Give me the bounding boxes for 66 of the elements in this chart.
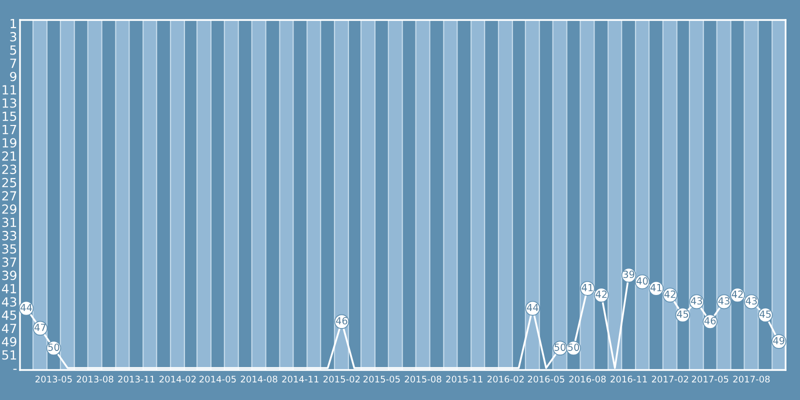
x-tick-label: 2013-05: [36, 376, 72, 383]
data-label: 44: [526, 304, 538, 312]
y-tick-label: 39: [2, 270, 16, 280]
x-tick-label: 2016-08: [569, 376, 606, 383]
data-label: 42: [732, 290, 743, 298]
y-tick-label: 35: [2, 244, 16, 254]
x-tick-label: 2015-02: [323, 376, 360, 383]
data-label: 45: [760, 310, 771, 318]
data-label: 49: [773, 336, 784, 344]
data-label: 41: [582, 284, 593, 292]
y-tick-label: -: [13, 368, 17, 370]
data-label: 50: [48, 344, 60, 351]
data-label: 41: [650, 284, 662, 292]
data-label: 46: [704, 317, 716, 324]
y-tick-label: 47: [2, 324, 16, 333]
x-tick-label: 2013-11: [118, 376, 154, 383]
x-tick-label: 2015-08: [404, 376, 442, 383]
y-tick-label: 31: [2, 218, 16, 228]
y-tick-label: 23: [2, 164, 16, 174]
y-tick-label: 29: [2, 204, 16, 214]
x-tick-label: 2015-11: [446, 376, 482, 383]
data-label: 43: [718, 297, 730, 305]
y-tick-label: 21: [2, 151, 16, 161]
y-tick-label: 19: [2, 138, 16, 148]
data-label: 39: [623, 270, 634, 278]
y-tick-label: 9: [10, 72, 16, 82]
x-tick-label: 2017-08: [733, 376, 770, 383]
y-tick-label: 11: [2, 85, 16, 94]
y-tick-label: 45: [2, 310, 16, 320]
data-label: 50: [568, 344, 580, 351]
y-tick-label: 51: [2, 350, 16, 360]
x-tick-label: 2013-08: [76, 376, 114, 383]
x-tick-label: 2014-08: [240, 376, 278, 383]
x-tick-label: 2014-11: [282, 376, 318, 383]
x-tick-label: 2016-05: [528, 376, 564, 383]
y-tick-label: 5: [10, 45, 16, 55]
y-tick-label: 41: [2, 284, 16, 294]
x-tick-label: 2017-02: [652, 376, 688, 383]
y-tick-label: 37: [2, 257, 16, 267]
y-tick-label: 27: [2, 191, 16, 200]
y-tick-label: 15: [2, 112, 16, 122]
y-tick-label: 1: [10, 18, 16, 28]
data-label: 43: [690, 297, 702, 305]
x-tick-label: 2016-02: [487, 376, 524, 383]
x-tick-label: 2015-05: [363, 376, 400, 383]
y-tick-label: 25: [2, 178, 16, 188]
x-tick-label: 2014-05: [199, 376, 236, 383]
data-label: 50: [554, 344, 566, 351]
data-label: 42: [596, 290, 607, 298]
y-tick-label: 33: [2, 230, 16, 240]
data-label: 40: [636, 277, 648, 285]
data-label: 44: [20, 304, 32, 312]
y-tick-label: 13: [2, 98, 16, 108]
y-tick-label: 49: [2, 336, 16, 346]
y-tick-label: 17: [2, 125, 16, 134]
data-label: 43: [746, 297, 757, 305]
data-label: 42: [664, 290, 676, 298]
x-tick-label: 2017-05: [692, 376, 728, 383]
y-tick-label: 7: [10, 58, 16, 68]
x-tick-label: 2014-02: [160, 376, 196, 383]
data-label: 46: [336, 317, 348, 324]
y-tick-label: 43: [2, 297, 16, 307]
y-tick-label: 3: [10, 32, 16, 42]
x-tick-label: 2016-11: [610, 376, 647, 383]
data-label: 45: [677, 310, 688, 318]
data-label: 47: [34, 324, 46, 331]
